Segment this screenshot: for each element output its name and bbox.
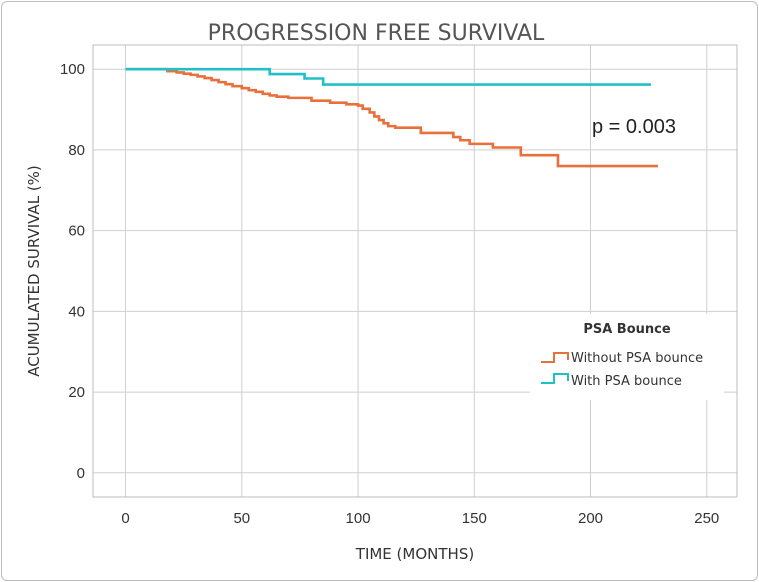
with-psa-bounce-curve bbox=[125, 67, 651, 86]
legend-swatch-with bbox=[541, 373, 569, 384]
y-tick-labels: 0 20 40 60 80 100 bbox=[60, 61, 85, 482]
plot-area-border bbox=[92, 44, 738, 498]
survival-curves bbox=[125, 67, 658, 168]
x-tick-label: 50 bbox=[233, 510, 250, 527]
x-tick-label: 150 bbox=[462, 510, 487, 527]
p-value-annotation: p = 0.003 bbox=[592, 116, 676, 138]
legend-background bbox=[530, 314, 724, 400]
chart-title: PROGRESSION FREE SURVIVAL bbox=[208, 21, 545, 46]
grid-lines bbox=[93, 45, 737, 497]
x-tick-label: 200 bbox=[578, 510, 603, 527]
legend-label-with: With PSA bounce bbox=[571, 374, 682, 389]
y-tick-label: 20 bbox=[68, 384, 85, 401]
x-tick-label: 250 bbox=[694, 510, 719, 527]
x-tick-label: 0 bbox=[121, 510, 129, 527]
without-psa-bounce-curve bbox=[125, 67, 658, 168]
x-tick-label: 100 bbox=[346, 510, 371, 527]
y-axis-label: ACUMULATED SURVIVAL (%) bbox=[25, 165, 43, 377]
y-tick-label: 100 bbox=[60, 61, 85, 78]
legend-title: PSA Bounce bbox=[583, 322, 671, 337]
y-tick-label: 60 bbox=[68, 223, 85, 240]
legend-swatch-without bbox=[541, 352, 569, 363]
legend-label-without: Without PSA bounce bbox=[571, 351, 703, 366]
y-tick-label: 80 bbox=[68, 142, 85, 159]
y-tick-label: 40 bbox=[68, 303, 85, 320]
x-tick-labels: 0 50 100 150 200 250 bbox=[121, 510, 719, 527]
y-tick-label: 0 bbox=[77, 465, 85, 482]
x-axis-label: TIME (MONTHS) bbox=[355, 545, 474, 563]
legend: PSA Bounce Without PSA bounce With PSA b… bbox=[530, 314, 724, 400]
